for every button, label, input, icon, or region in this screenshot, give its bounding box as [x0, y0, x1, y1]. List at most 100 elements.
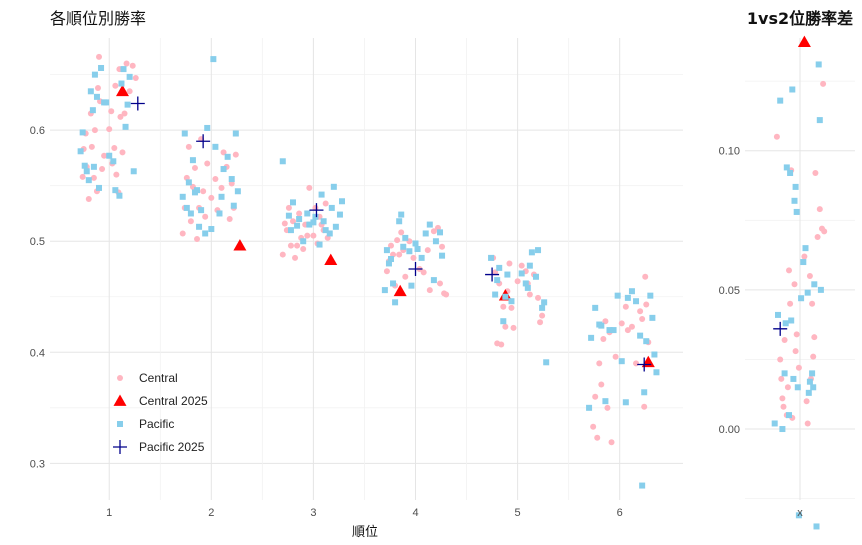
side-point-central — [781, 336, 788, 343]
main-point-pacific — [89, 107, 96, 114]
main-point-central — [439, 243, 446, 250]
main-point-central-2025 — [393, 284, 407, 297]
main-point-pacific — [112, 187, 119, 194]
main-point-pacific — [316, 241, 323, 248]
main-point-pacific — [103, 99, 110, 106]
main-point-central — [113, 171, 120, 178]
main-y-tick-label: 0.4 — [30, 347, 45, 359]
main-point-pacific — [528, 249, 535, 256]
main-point-pacific — [614, 292, 621, 299]
main-point-pacific — [586, 404, 593, 411]
main-point-central-2025 — [115, 84, 129, 97]
main-x-tick-label: 4 — [412, 507, 418, 519]
main-point-central — [132, 74, 139, 81]
side-point-central — [806, 272, 813, 279]
main-point-central — [281, 220, 288, 227]
main-point-central — [204, 160, 211, 167]
main-point-central — [410, 254, 417, 261]
main-point-central — [287, 242, 294, 249]
main-point-central — [304, 232, 311, 239]
main-point-pacific-2025 — [196, 134, 211, 149]
main-point-pacific — [189, 157, 196, 164]
main-point-pacific — [116, 192, 123, 199]
main-point-pacific — [90, 163, 97, 170]
legend-marker-pacific-2025 — [113, 440, 127, 454]
side-point-pacific — [810, 384, 817, 391]
main-point-pacific — [96, 184, 103, 191]
side-point-central — [812, 169, 819, 176]
main-point-pacific — [130, 168, 137, 175]
main-point-pacific — [106, 152, 113, 159]
main-point-pacific — [504, 271, 511, 278]
side-point-pacific — [798, 295, 805, 302]
side-point-central — [795, 364, 802, 371]
main-point-pacific — [522, 280, 529, 287]
main-point-central — [112, 82, 119, 89]
main-point-pacific — [426, 221, 433, 228]
legend-label: Central 2025 — [139, 394, 208, 408]
main-point-central — [443, 291, 450, 298]
main-x-tick-label: 3 — [310, 507, 316, 519]
main-point-central — [600, 335, 607, 342]
main-point-pacific — [439, 252, 446, 259]
main-point-central — [383, 268, 390, 275]
main-point-pacific — [437, 229, 444, 236]
main-y-tick-label: 0.5 — [30, 236, 45, 248]
main-point-pacific — [641, 389, 648, 396]
side-point-central — [801, 253, 808, 260]
main-point-pacific — [296, 216, 303, 223]
side-point-pacific — [817, 286, 824, 293]
main-point-pacific — [234, 188, 241, 195]
main-point-central — [94, 84, 101, 91]
main-point-pacific-2025 — [408, 262, 423, 276]
side-y-tick-label: 0.05 — [719, 285, 740, 297]
main-point-central — [535, 294, 542, 301]
main-point-pacific — [651, 351, 658, 358]
main-point-pacific — [122, 123, 129, 130]
main-point-pacific — [388, 256, 395, 263]
main-point-pacific — [492, 291, 499, 298]
main-point-central — [292, 254, 299, 261]
main-point-pacific — [194, 187, 201, 194]
main-point-pacific — [390, 280, 397, 287]
main-point-central — [108, 108, 115, 115]
main-point-pacific — [385, 260, 392, 267]
main-point-pacific — [412, 240, 419, 247]
main-point-pacific-2025 — [637, 357, 652, 372]
main-point-pacific — [289, 199, 296, 206]
side-point-central — [803, 398, 810, 405]
main-point-central — [624, 327, 631, 334]
main-point-pacific — [93, 93, 100, 100]
main-point-central — [79, 173, 86, 180]
side-y-tick-label: 0.00 — [719, 424, 740, 436]
main-point-central — [300, 246, 307, 253]
side-point-pacific — [786, 412, 792, 419]
main-point-central — [402, 273, 409, 280]
main-point-pacific-2025 — [130, 96, 145, 111]
main-x-tick-label: 5 — [515, 507, 521, 519]
main-point-central — [310, 232, 317, 239]
main-point-central — [618, 320, 625, 327]
main-point-central — [306, 184, 313, 191]
side-point-pacific — [787, 169, 794, 176]
main-point-pacific — [508, 298, 515, 305]
main-point-pacific — [606, 327, 613, 334]
side-point-pacific — [804, 289, 811, 296]
main-point-pacific — [306, 221, 313, 228]
main-point-pacific — [543, 359, 550, 366]
main-point-pacific — [414, 246, 421, 253]
side-point-central — [816, 206, 823, 213]
main-point-pacific — [432, 238, 439, 245]
main-point-central — [596, 360, 603, 367]
text-layer: 各順位別勝率 順位 1vs2位勝率差 0.3 0.4 0.5 0.6 1 2 3 4 5 6 0.0… — [30, 9, 853, 540]
main-point-pacific — [79, 129, 86, 136]
side-point-central — [791, 281, 798, 288]
main-point-central — [398, 229, 405, 236]
side-point-central — [787, 300, 794, 307]
main-point-central — [279, 251, 286, 258]
main-point-pacific — [639, 482, 646, 489]
main-point-pacific — [637, 332, 644, 339]
legend-label: Pacific — [139, 417, 174, 431]
main-point-central — [628, 323, 635, 330]
side-point-pacific — [779, 426, 786, 433]
